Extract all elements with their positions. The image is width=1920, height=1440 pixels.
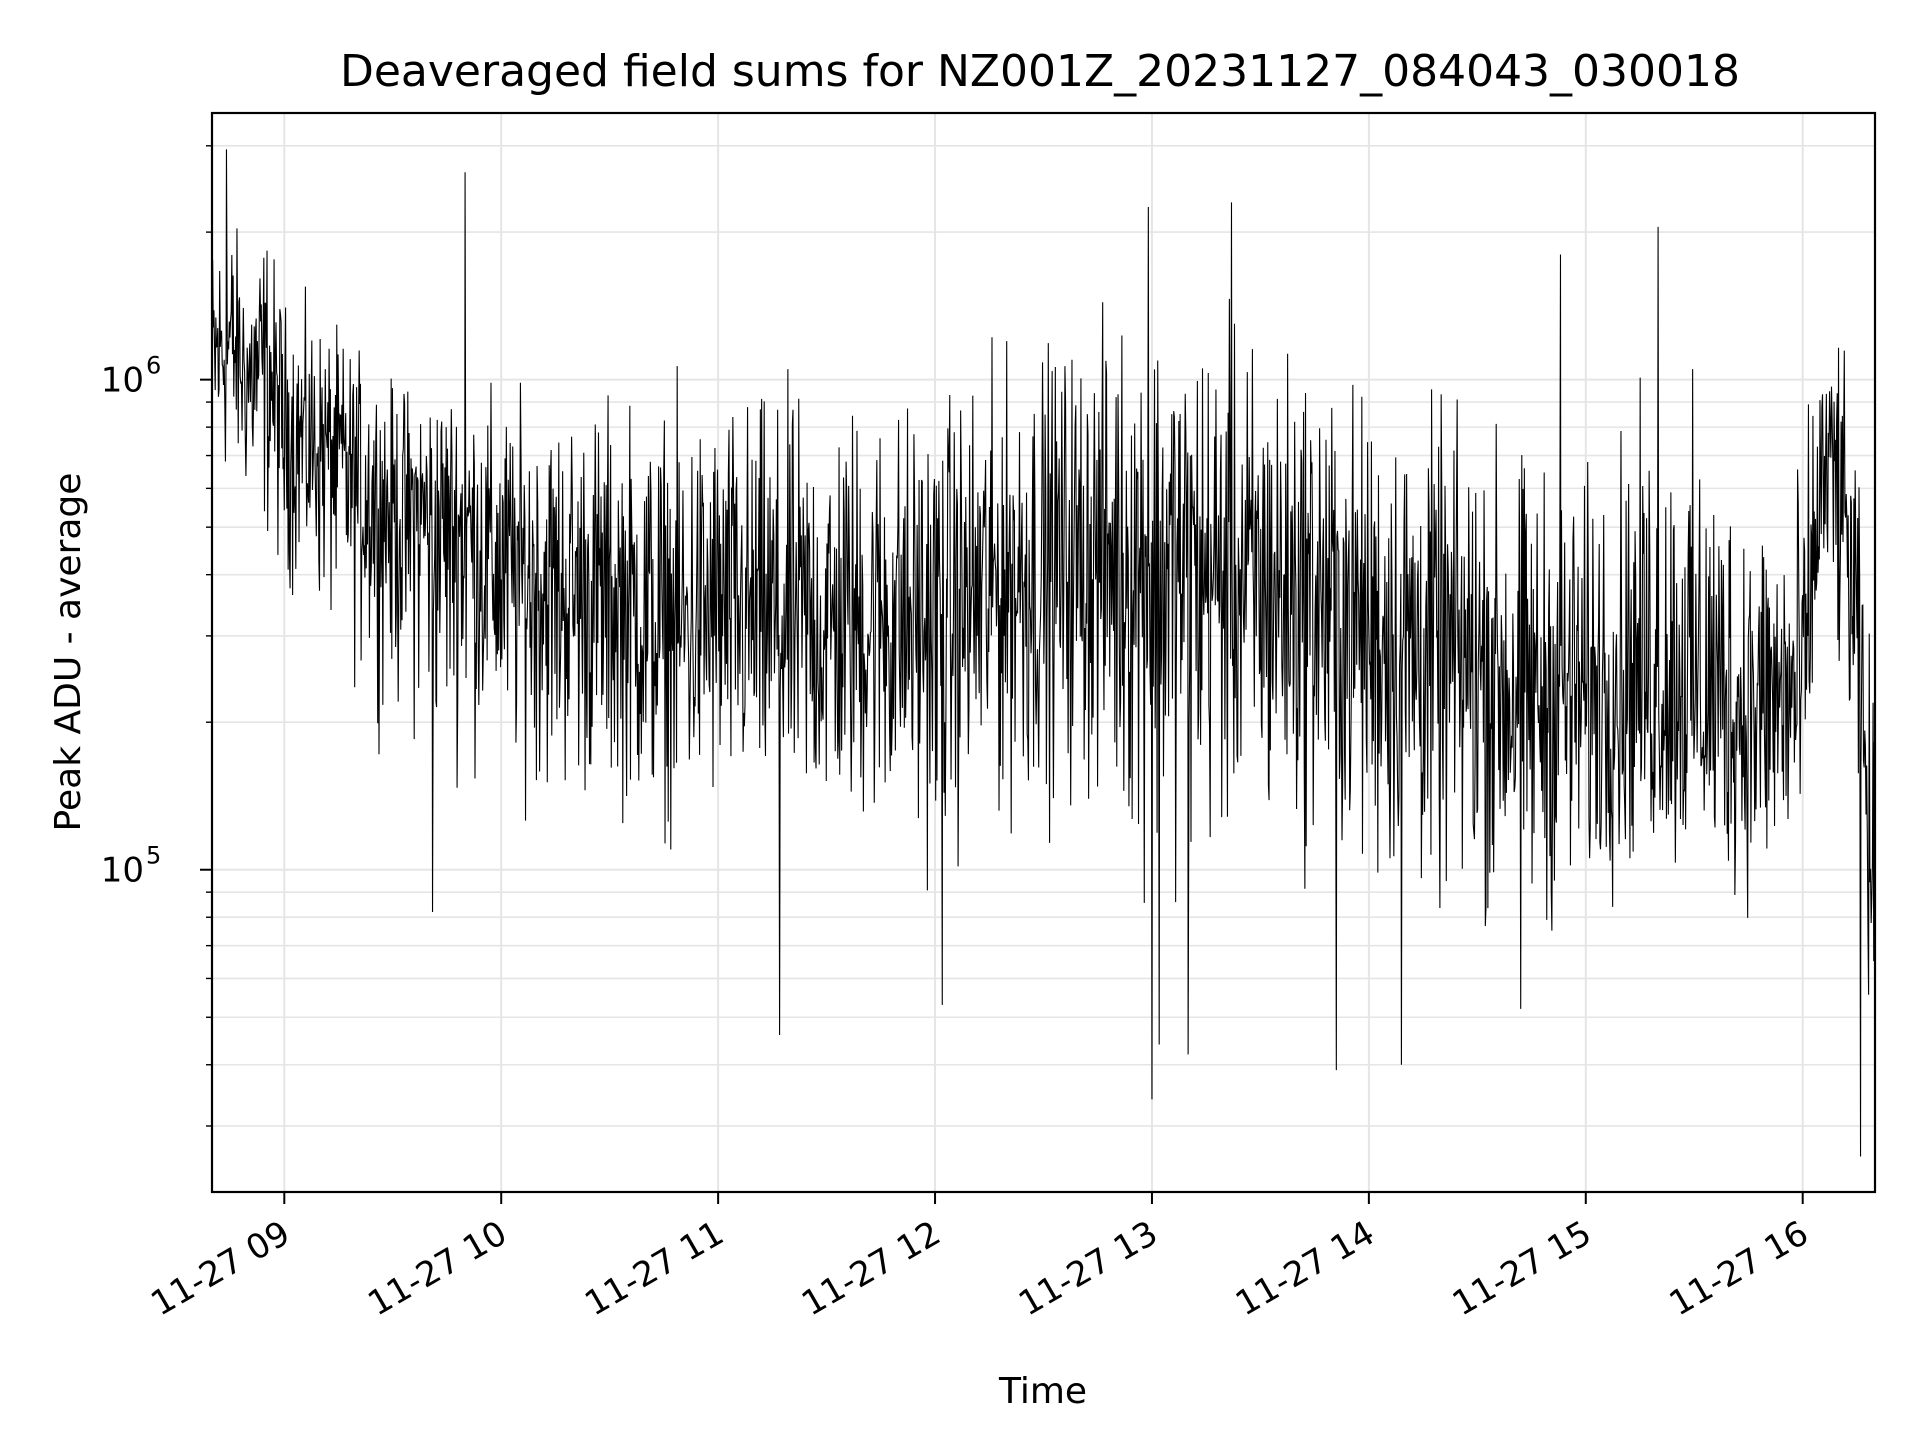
y-tick-exponent: 5 [146, 842, 161, 870]
y-tick-label: 10 [101, 851, 144, 891]
y-tick-label: 10 [101, 361, 144, 401]
chart-title: Deaveraged field sums for NZ001Z_2023112… [340, 46, 1740, 97]
y-tick-exponent: 6 [146, 352, 161, 380]
plot-frame [210, 111, 1877, 1194]
y-axis-label: Peak ADU - average [48, 473, 89, 832]
series-path [212, 149, 1875, 1157]
series-line [212, 149, 1875, 1157]
x-axis-label: Time [998, 1371, 1087, 1412]
